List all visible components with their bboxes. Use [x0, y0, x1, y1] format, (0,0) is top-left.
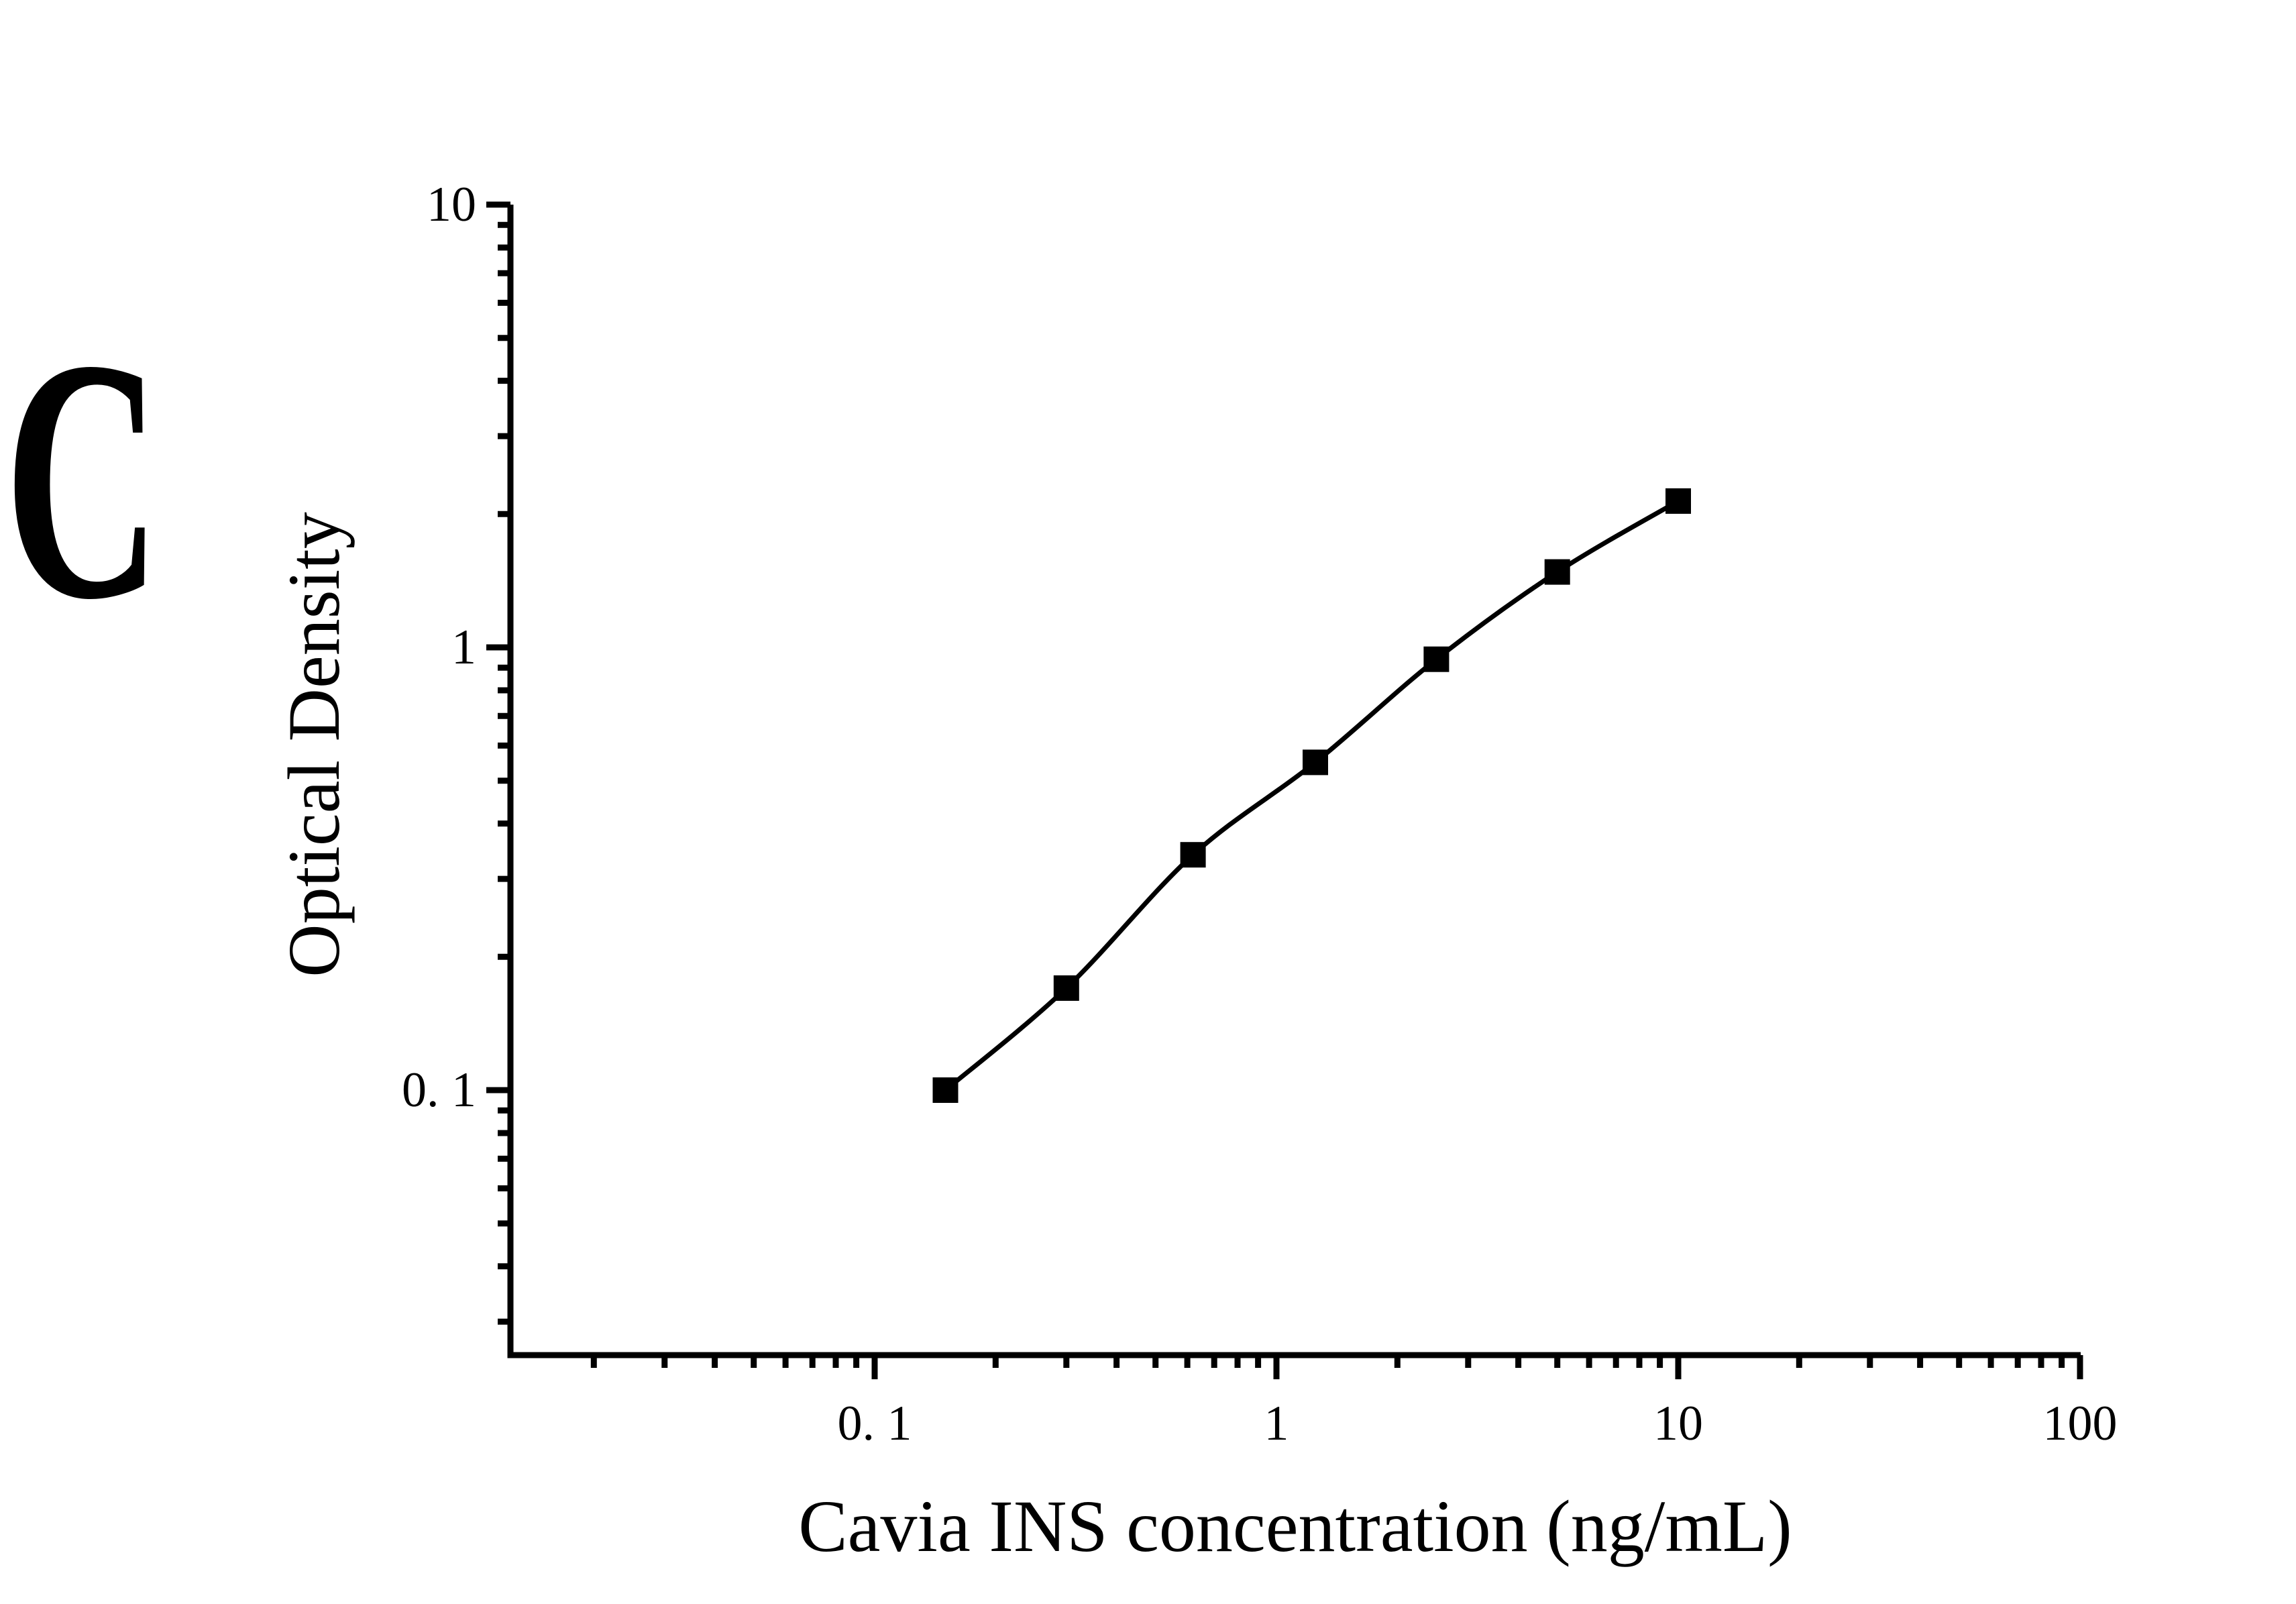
x-tick-label: 100: [2042, 1396, 2118, 1451]
x-tick-label: 1: [1264, 1396, 1289, 1451]
data-point-marker: [1303, 749, 1328, 776]
standard-curve-line: [944, 498, 1680, 1092]
panel-label: C: [4, 288, 162, 671]
y-tick-label: 0. 1: [402, 1063, 476, 1118]
y-axis-title: Optical Density: [273, 512, 355, 977]
x-tick-label: 0. 1: [837, 1396, 912, 1451]
data-point-marker: [1053, 975, 1079, 1001]
data-point-marker: [1544, 559, 1570, 585]
x-tick-label: 10: [1653, 1396, 1703, 1451]
data-point-marker: [1423, 646, 1450, 672]
y-tick-label: 1: [451, 620, 476, 675]
data-point-marker: [932, 1077, 959, 1103]
x-axis-title: Cavia INS concentration (ng/mL): [798, 1485, 1792, 1567]
data-point-marker: [1180, 842, 1206, 868]
y-tick-label: 10: [427, 177, 476, 232]
axis-spines: [507, 205, 2081, 1358]
data-point-marker: [1665, 488, 1691, 514]
